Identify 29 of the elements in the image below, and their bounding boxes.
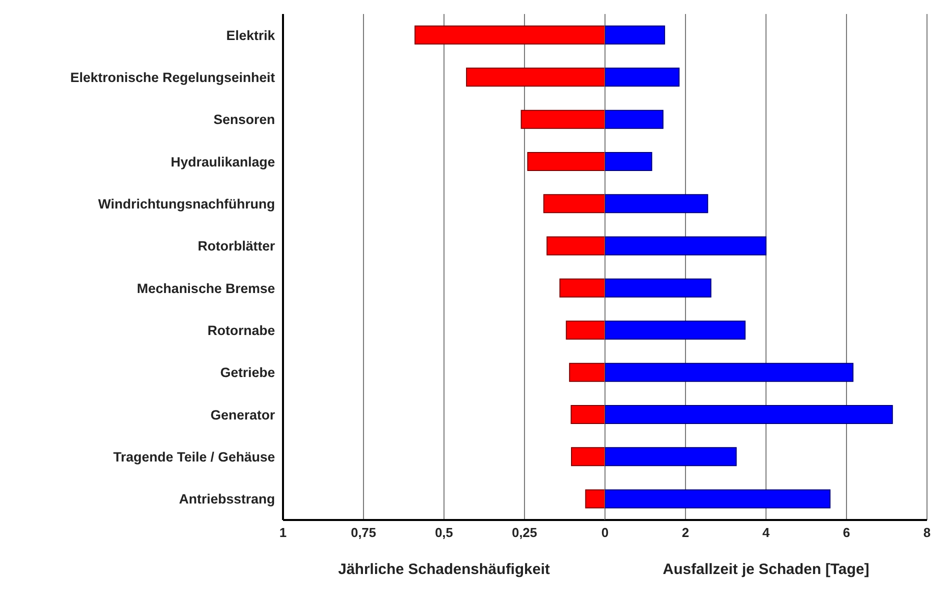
y-tick-label: Hydraulikanlage [170,154,276,170]
x-tick-label: 0 [601,525,609,540]
bar [566,320,605,340]
y-tick-label: Generator [210,407,276,422]
bar [571,447,605,466]
y-tick-label: Rotornabe [208,323,276,338]
x-tick-label: 0,5 [434,525,454,540]
y-tick-label: Elektrik [226,28,276,43]
y-tick-label: Tragende Teile / Gehäuse [113,450,276,465]
x-tick-label: 8 [923,525,931,540]
x-tick-label: 1 [279,525,287,540]
bar [570,405,605,424]
x-axis-title: Ausfallzeit je Schaden [Tage] [662,561,870,578]
x-tick-label: 4 [762,525,770,540]
bar [585,489,605,508]
bar [569,362,605,382]
x-tick-label: 0,75 [350,525,376,540]
y-tick-label: Sensoren [213,112,275,128]
y-tick-label: Rotorblätter [198,238,276,254]
x-tick-label: 0,25 [512,525,538,540]
x-axis-title: Jährliche Schadenshäufigkeit [338,561,550,578]
y-tick-label: Antriebsstrang [178,492,275,507]
x-tick-label: 6 [842,525,850,540]
x-tick-label: 2 [682,525,690,540]
y-tick-label: Elektronische Regelungseinheit [70,70,276,86]
y-tick-label: Windrichtungsnachführung [98,196,275,212]
y-tick-label: Mechanische Bremse [136,280,276,296]
y-tick-label: Getriebe [220,365,276,380]
bar [605,26,666,44]
